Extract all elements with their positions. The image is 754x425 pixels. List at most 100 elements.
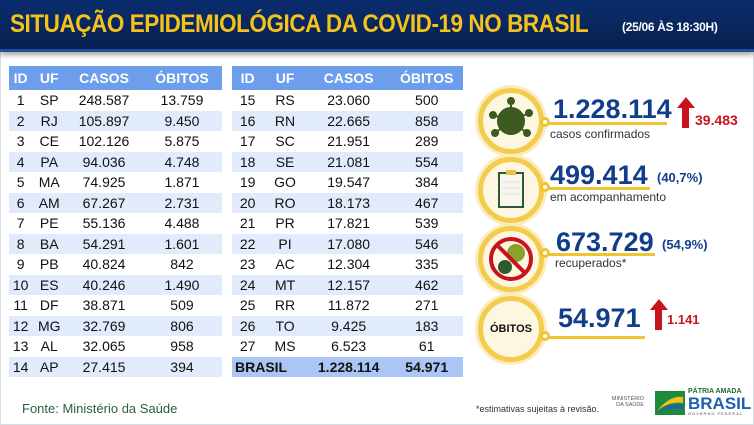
table-cell: 500 bbox=[415, 92, 439, 109]
total-label: BRASIL bbox=[232, 356, 307, 377]
table-cell: 1 bbox=[16, 92, 25, 109]
table-cell: TO bbox=[263, 315, 307, 336]
table-cell: 9 bbox=[16, 256, 25, 273]
table-row: 25 RR 11.872 271 bbox=[232, 295, 463, 316]
deaths-increase: 1.141 bbox=[667, 312, 700, 327]
table-cell: 22 bbox=[232, 233, 264, 254]
table-cell: 20 bbox=[232, 192, 264, 213]
table-cell: 105.897 bbox=[66, 110, 142, 131]
deaths-badge: ÓBITOS bbox=[478, 296, 544, 362]
table-row: 22 PI 17.080 546 bbox=[232, 233, 463, 254]
table-cell: PA bbox=[32, 151, 67, 172]
column-header: ÓBITOS bbox=[390, 66, 463, 90]
table-row: 11 DF 38.871 509 bbox=[9, 295, 222, 316]
table-row: 8 BA 54.291 1.601 bbox=[9, 233, 222, 254]
table-cell: 546 bbox=[390, 233, 463, 254]
table-cell: 17 bbox=[239, 133, 256, 150]
table-cell: 19.547 bbox=[327, 174, 371, 191]
table-cell: MS bbox=[274, 338, 296, 355]
table-cell: 384 bbox=[415, 174, 439, 191]
table-cell: 25 bbox=[239, 297, 256, 314]
table-cell: 11 bbox=[13, 297, 28, 314]
table-cell: MA bbox=[38, 174, 60, 191]
table-cell: AM bbox=[32, 192, 67, 213]
divider-dot bbox=[540, 117, 550, 127]
table-cell: 12 bbox=[9, 315, 33, 336]
table-cell: 509 bbox=[170, 297, 194, 314]
table-cell: 12.157 bbox=[306, 274, 391, 295]
table-cell: 26 bbox=[232, 315, 264, 336]
column-header: ID bbox=[232, 66, 264, 90]
table-cell: PE bbox=[39, 215, 59, 232]
table-cell: MG bbox=[32, 315, 67, 336]
total-casos: 1.228.114 bbox=[306, 356, 391, 377]
table-row: 6 AM 67.267 2.731 bbox=[9, 192, 222, 213]
table-row: 21 PR 17.821 539 bbox=[232, 213, 463, 234]
table-cell: 10 bbox=[9, 274, 33, 295]
table-cell: 27.415 bbox=[66, 356, 142, 377]
table-row: 2 RJ 105.897 9.450 bbox=[9, 110, 222, 131]
table-cell: 13.759 bbox=[160, 92, 204, 109]
table-cell: 289 bbox=[415, 133, 439, 150]
recovered-label: recuperados* bbox=[555, 256, 627, 270]
confirmed-label: casos confirmados bbox=[550, 127, 651, 141]
table-cell: 18.173 bbox=[306, 192, 391, 213]
table-row: 10 ES 40.246 1.490 bbox=[9, 274, 222, 295]
brand-name: BRASIL bbox=[688, 394, 752, 413]
table-cell: 23 bbox=[239, 256, 256, 273]
table-cell: 94.036 bbox=[66, 151, 142, 172]
table-cell: AL bbox=[40, 338, 58, 355]
table-cell: 12.304 bbox=[327, 256, 371, 273]
table-cell: 7 bbox=[16, 215, 25, 232]
table-cell: PI bbox=[263, 233, 307, 254]
clipboard-icon bbox=[478, 157, 544, 223]
table-cell: 462 bbox=[390, 274, 463, 295]
table-row: 1 SP 248.587 13.759 bbox=[9, 90, 222, 111]
recovered-pct: (54,9%) bbox=[662, 237, 708, 252]
table-cell: PB bbox=[39, 256, 59, 273]
table-cell: 32.065 bbox=[82, 338, 126, 355]
arrow-up-shaft bbox=[682, 107, 689, 128]
table-row: 13 AL 32.065 958 bbox=[9, 336, 222, 357]
column-header: UF bbox=[32, 66, 67, 90]
table-row: 19 GO 19.547 384 bbox=[232, 172, 463, 193]
table-cell: 22.665 bbox=[306, 110, 391, 131]
table-cell: 8 bbox=[9, 233, 33, 254]
table-cell: 806 bbox=[141, 315, 222, 336]
no-virus-icon bbox=[478, 226, 544, 292]
table-row: 7 PE 55.136 4.488 bbox=[9, 213, 222, 234]
table-row: 23 AC 12.304 335 bbox=[232, 254, 463, 275]
table-cell: 17.080 bbox=[306, 233, 391, 254]
table-cell: 40.246 bbox=[66, 274, 142, 295]
table-cell: 2 bbox=[9, 110, 33, 131]
table-cell: 19 bbox=[239, 174, 256, 191]
arrow-up-shaft bbox=[655, 309, 662, 330]
table-cell: 54.291 bbox=[66, 233, 142, 254]
table-cell: MT bbox=[263, 274, 307, 295]
table-cell: RJ bbox=[32, 110, 67, 131]
table-cell: 40.824 bbox=[82, 256, 126, 273]
table-cell: 27 bbox=[239, 338, 256, 355]
table-cell: RR bbox=[274, 297, 296, 314]
table-cell: 67.267 bbox=[66, 192, 142, 213]
page-title: SITUAÇÃO EPIDEMIOLÓGICA DA COVID-19 NO B… bbox=[10, 10, 589, 38]
monitoring-pct: (40,7%) bbox=[657, 170, 703, 185]
table-cell: 16 bbox=[232, 110, 264, 131]
table-cell: 4 bbox=[9, 151, 33, 172]
table-cell: 13 bbox=[12, 338, 29, 355]
table-cell: CE bbox=[39, 133, 59, 150]
table-cell: AC bbox=[275, 256, 295, 273]
table-cell: 9.450 bbox=[141, 110, 222, 131]
table-cell: 5 bbox=[16, 174, 25, 191]
table-cell: 17.821 bbox=[327, 215, 371, 232]
table-cell: 24 bbox=[232, 274, 264, 295]
table-cell: 335 bbox=[415, 256, 439, 273]
table-cell: 958 bbox=[170, 338, 194, 355]
brand-top: PÁTRIA AMADA bbox=[688, 388, 742, 395]
table-row: 12 MG 32.769 806 bbox=[9, 315, 222, 336]
brand-sub: GOVERNO FEDERAL bbox=[688, 411, 744, 416]
recovered-value: 673.729 bbox=[556, 227, 654, 257]
table-cell: 6.523 bbox=[331, 338, 367, 355]
table-row: 17 SC 21.951 289 bbox=[232, 131, 463, 152]
table-row: 15 RS 23.060 500 bbox=[232, 90, 463, 111]
